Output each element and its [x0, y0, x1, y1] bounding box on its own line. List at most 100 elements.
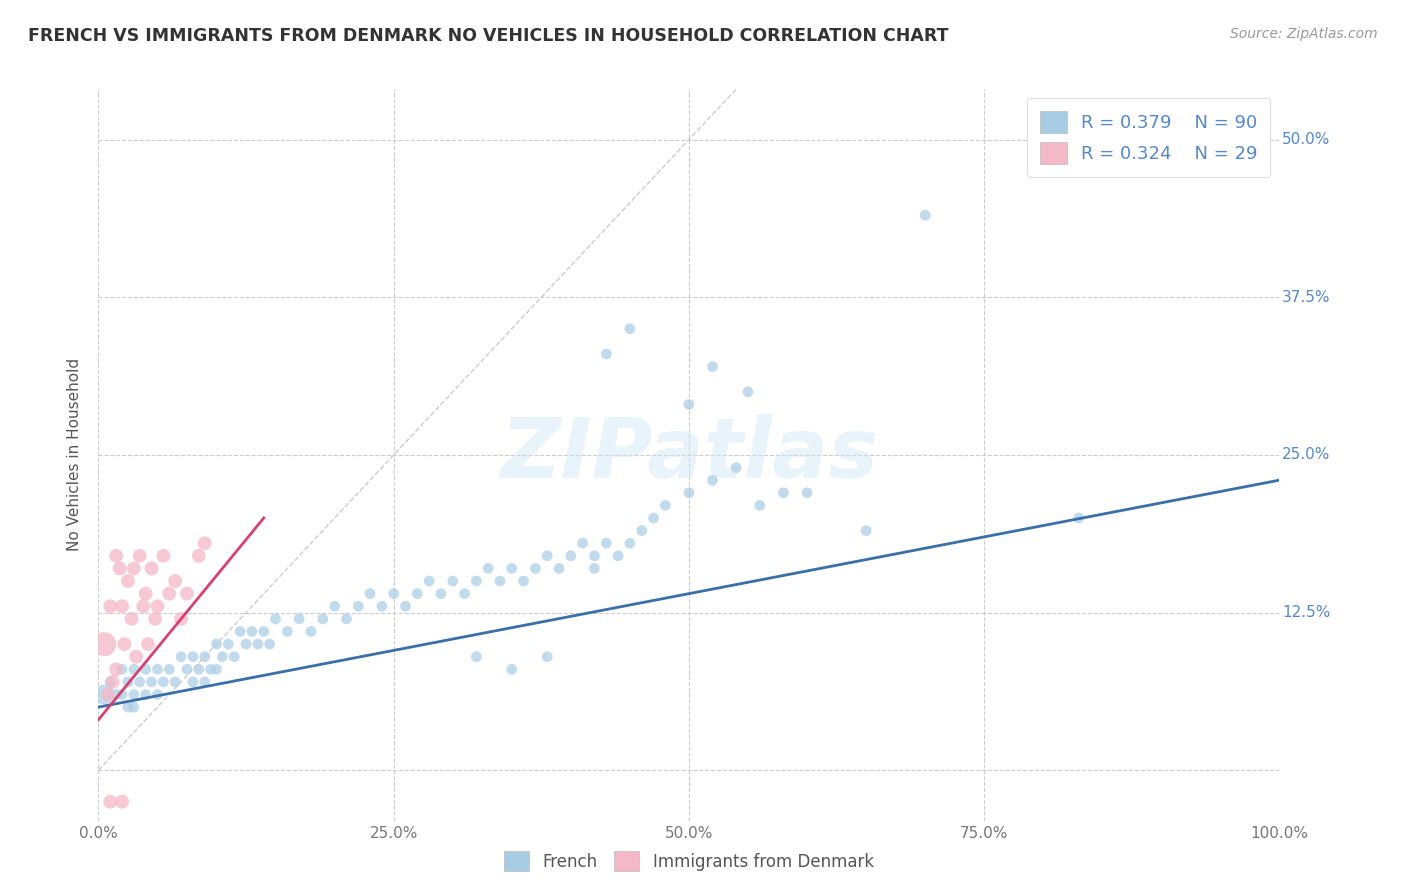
Point [406, 587, 429, 601]
Point [141, 674, 163, 689]
Point [312, 612, 335, 626]
Point [583, 549, 606, 563]
Point [157, 662, 180, 676]
Point [323, 599, 346, 614]
Point [111, 662, 134, 676]
Point [98, 674, 121, 689]
Point [136, 637, 159, 651]
Point [108, 561, 131, 575]
Point [112, 637, 135, 651]
Point [259, 637, 281, 651]
Point [152, 674, 174, 689]
Point [176, 587, 198, 601]
Point [122, 561, 145, 575]
Point [347, 599, 370, 614]
Point [235, 637, 257, 651]
Point [619, 322, 641, 336]
Text: 12.5%: 12.5% [1282, 605, 1330, 620]
Point [643, 511, 665, 525]
Point [276, 624, 298, 639]
Point [240, 624, 263, 639]
Point [152, 549, 174, 563]
Point [141, 561, 163, 575]
Point [702, 473, 724, 487]
Text: ZIPatlas: ZIPatlas [501, 415, 877, 495]
Point [125, 649, 148, 664]
Point [181, 674, 204, 689]
Point [371, 599, 394, 614]
Point [117, 574, 139, 588]
Point [335, 612, 357, 626]
Point [170, 612, 193, 626]
Text: FRENCH VS IMMIGRANTS FROM DENMARK NO VEHICLES IN HOUSEHOLD CORRELATION CHART: FRENCH VS IMMIGRANTS FROM DENMARK NO VEH… [28, 27, 949, 45]
Point [111, 599, 134, 614]
Point [111, 795, 134, 809]
Point [501, 662, 523, 676]
Point [607, 549, 630, 563]
Point [748, 499, 770, 513]
Point [128, 549, 150, 563]
Point [441, 574, 464, 588]
Point [111, 688, 134, 702]
Point [246, 637, 269, 651]
Point [122, 662, 145, 676]
Point [101, 674, 124, 689]
Point [359, 587, 381, 601]
Point [98, 795, 121, 809]
Point [146, 688, 169, 702]
Point [165, 574, 187, 588]
Text: Source: ZipAtlas.com: Source: ZipAtlas.com [1230, 27, 1378, 41]
Point [678, 397, 700, 411]
Point [619, 536, 641, 550]
Point [121, 612, 143, 626]
Point [211, 649, 233, 664]
Point [914, 208, 936, 222]
Text: 50.0%: 50.0% [1282, 132, 1330, 147]
Point [135, 662, 157, 676]
Point [418, 574, 440, 588]
Point [536, 649, 558, 664]
Point [430, 587, 453, 601]
Point [477, 561, 499, 575]
Point [772, 485, 794, 500]
Point [105, 688, 128, 702]
Legend: French, Immigrants from Denmark: French, Immigrants from Denmark [498, 845, 880, 878]
Point [583, 561, 606, 575]
Point [205, 662, 228, 676]
Text: 37.5%: 37.5% [1282, 290, 1330, 305]
Point [181, 649, 204, 664]
Point [288, 612, 311, 626]
Point [146, 662, 169, 676]
Point [135, 587, 157, 601]
Point [737, 384, 759, 399]
Point [253, 624, 276, 639]
Point [501, 561, 523, 575]
Point [122, 700, 145, 714]
Point [135, 688, 157, 702]
Point [157, 587, 180, 601]
Point [465, 649, 488, 664]
Point [595, 347, 617, 361]
Point [571, 536, 593, 550]
Point [187, 549, 209, 563]
Point [146, 599, 169, 614]
Point [187, 662, 209, 676]
Point [194, 536, 217, 550]
Point [143, 612, 166, 626]
Point [205, 637, 228, 651]
Point [97, 688, 120, 702]
Point [194, 674, 217, 689]
Point [217, 637, 239, 651]
Point [132, 599, 155, 614]
Point [176, 662, 198, 676]
Text: 25.0%: 25.0% [1282, 448, 1330, 462]
Point [394, 599, 416, 614]
Point [855, 524, 877, 538]
Point [465, 574, 488, 588]
Point [117, 674, 139, 689]
Point [117, 700, 139, 714]
Point [170, 649, 193, 664]
Point [229, 624, 252, 639]
Point [453, 587, 475, 601]
Point [536, 549, 558, 563]
